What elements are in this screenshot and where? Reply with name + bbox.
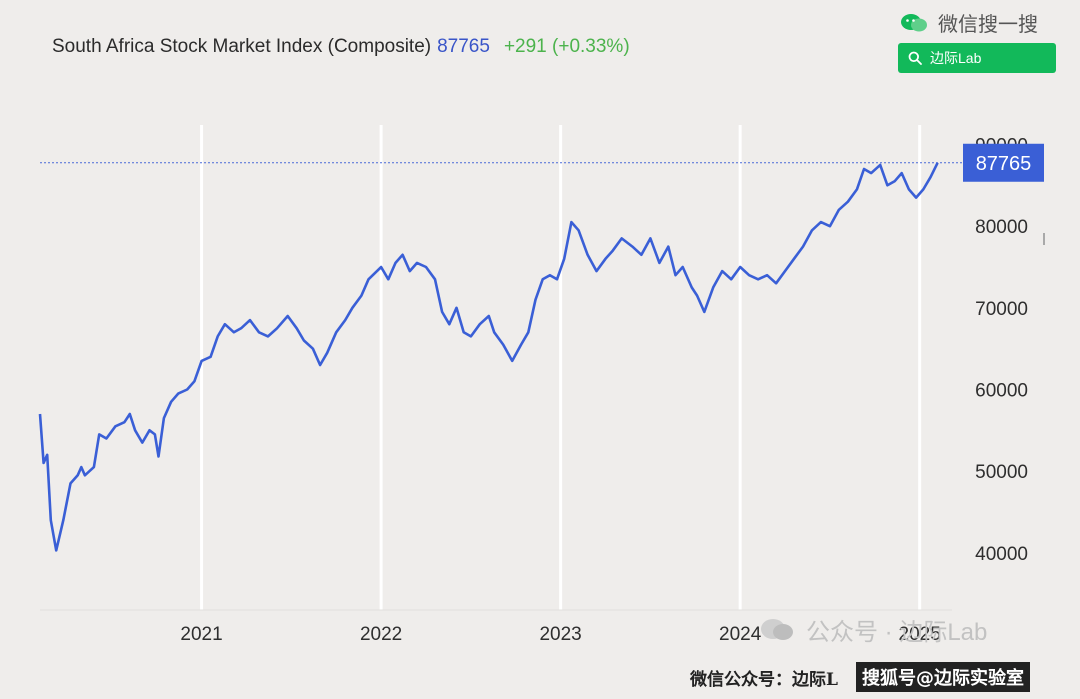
wechat-search-label: 微信搜一搜	[938, 14, 1038, 36]
y-tick-label: 50000	[975, 462, 1028, 483]
chart-title: South Africa Stock Market Index (Composi…	[52, 36, 432, 57]
x-tick-label: 2022	[360, 624, 402, 645]
account-watermark-text: 公众号 · 边际Lab	[806, 619, 988, 646]
scroll-marker	[1043, 233, 1045, 245]
last-value-badge	[963, 143, 1044, 182]
chart-header: South Africa Stock Market Index (Composi…	[52, 36, 630, 58]
x-tick-label: 2024	[719, 624, 762, 645]
search-button-label: 边际Lab	[930, 50, 982, 66]
wechat-icon	[901, 13, 927, 31]
y-tick-label: 70000	[975, 299, 1028, 320]
search-icon	[908, 51, 922, 65]
y-tick-label: 40000	[975, 544, 1028, 565]
search-button[interactable]: 边际Lab	[898, 43, 1056, 73]
x-tick-label: 2021	[180, 624, 222, 645]
wechat-search-brand: 微信搜一搜	[900, 8, 1038, 37]
footer-prefix: 微信公众号：边际L	[690, 669, 838, 690]
wechat-bubble-icon	[761, 618, 793, 640]
series-line	[38, 162, 939, 552]
change-value: +291 (+0.33%)	[503, 36, 630, 57]
account-watermark: 公众号 · 边际Lab	[760, 612, 987, 647]
y-tick-label: 60000	[975, 381, 1028, 402]
footer-watermark: 微信公众号：边际L 搜狐号@边际实验室	[690, 662, 1058, 692]
x-tick-label: 2023	[539, 624, 581, 645]
sohu-account: 搜狐号@边际实验室	[855, 662, 1030, 692]
last-value-badge-label: 87765	[976, 153, 1032, 175]
x-tick-label: 2025	[899, 624, 941, 645]
last-value: 87765	[437, 36, 490, 57]
y-tick-label: 80000	[975, 217, 1028, 238]
